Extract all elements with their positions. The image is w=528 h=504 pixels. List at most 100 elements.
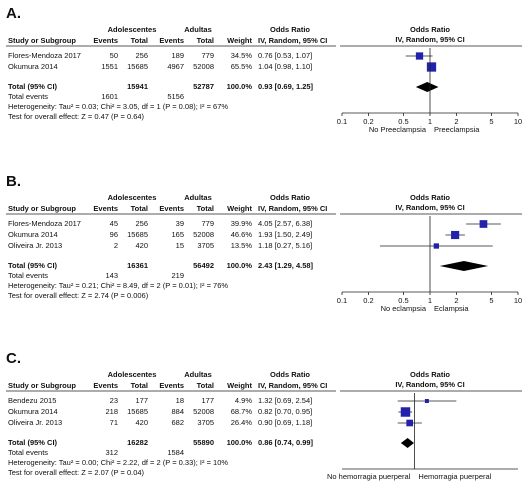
plot-subheader: IV, Random, 95% CI bbox=[395, 203, 464, 212]
x-tick-label: 0.5 bbox=[398, 117, 408, 126]
total-number: 56492 bbox=[193, 261, 214, 270]
study-ci: 0.90 [0.69, 1.18] bbox=[258, 418, 312, 427]
total-ci: 0.93 [0.69, 1.25] bbox=[258, 82, 314, 91]
column-header: IV, Random, 95% CI bbox=[258, 381, 327, 390]
study-number: 1551 bbox=[101, 62, 118, 71]
total-label: Total (95% CI) bbox=[8, 438, 58, 447]
events-number: 219 bbox=[171, 271, 184, 280]
study-weight: 13.5% bbox=[231, 241, 253, 250]
study-name: Flores-Mendoza 2017 bbox=[8, 51, 81, 60]
study-name: Bendezu 2015 bbox=[8, 396, 56, 405]
column-header: IV, Random, 95% CI bbox=[258, 204, 327, 213]
x-tick-label: 0.2 bbox=[363, 296, 373, 305]
events-label: Total events bbox=[8, 448, 48, 457]
study-ci: 4.05 [2.57, 6.38] bbox=[258, 219, 312, 228]
study-ci: 1.18 [0.27, 5.16] bbox=[258, 241, 312, 250]
study-number: 52008 bbox=[193, 230, 214, 239]
effect-square bbox=[400, 407, 411, 417]
heterogeneity: Heterogeneity: Tau² = 0.03; Chi² = 3.05,… bbox=[8, 102, 228, 111]
heterogeneity: Heterogeneity: Tau² = 0.21; Chi² = 8.49,… bbox=[8, 281, 228, 290]
column-header: Weight bbox=[227, 204, 252, 213]
column-header: Total bbox=[197, 36, 214, 45]
direction-label: Eclampsia bbox=[434, 304, 469, 313]
x-tick-label: 2 bbox=[454, 296, 458, 305]
events-number: 5156 bbox=[167, 92, 184, 101]
study-weight: 4.9% bbox=[235, 396, 252, 405]
total-label: Total (95% CI) bbox=[8, 82, 58, 91]
study-weight: 39.9% bbox=[231, 219, 253, 228]
effect-square bbox=[426, 62, 437, 72]
plot-subheader: IV, Random, 95% CI bbox=[395, 35, 464, 44]
column-header: Events bbox=[159, 204, 184, 213]
group-header: Adultas bbox=[184, 25, 212, 34]
study-weight: 26.4% bbox=[231, 418, 253, 427]
group-header: Adolescentes bbox=[108, 370, 157, 379]
column-header: Events bbox=[93, 381, 118, 390]
study-number: 218 bbox=[105, 407, 118, 416]
x-tick-label: 0.1 bbox=[337, 296, 347, 305]
column-header: Total bbox=[197, 204, 214, 213]
study-ci: 1.93 [1.50, 2.49] bbox=[258, 230, 312, 239]
plot-header: Odds Ratio bbox=[410, 370, 450, 379]
study-number: 682 bbox=[171, 418, 184, 427]
pooled-diamond bbox=[400, 438, 414, 448]
study-number: 4967 bbox=[167, 62, 184, 71]
or-header: Odds Ratio bbox=[270, 25, 310, 34]
total-weight: 100.0% bbox=[227, 261, 253, 270]
column-header: Study or Subgroup bbox=[8, 36, 76, 45]
heterogeneity: Heterogeneity: Tau² = 0.00; Chi² = 2.22,… bbox=[8, 458, 228, 467]
study-number: 23 bbox=[110, 396, 118, 405]
study-weight: 68.7% bbox=[231, 407, 253, 416]
study-number: 3705 bbox=[197, 241, 214, 250]
study-number: 256 bbox=[135, 51, 148, 60]
study-number: 52008 bbox=[193, 407, 214, 416]
study-number: 15685 bbox=[127, 230, 148, 239]
pooled-diamond bbox=[439, 261, 489, 271]
study-number: 2 bbox=[114, 241, 118, 250]
x-tick-label: 2 bbox=[454, 117, 458, 126]
x-tick-label: 10 bbox=[514, 117, 522, 126]
group-header: Adolescentes bbox=[108, 193, 157, 202]
x-tick-label: 0.5 bbox=[398, 296, 408, 305]
events-number: 312 bbox=[105, 448, 118, 457]
pooled-diamond bbox=[415, 82, 439, 92]
column-header: Study or Subgroup bbox=[8, 381, 76, 390]
column-header: Total bbox=[197, 381, 214, 390]
x-tick-label: 10 bbox=[514, 296, 522, 305]
study-number: 177 bbox=[135, 396, 148, 405]
study-name: Oliveira Jr. 2013 bbox=[8, 418, 62, 427]
events-number: 1601 bbox=[101, 92, 118, 101]
or-header: Odds Ratio bbox=[270, 193, 310, 202]
study-number: 15685 bbox=[127, 62, 148, 71]
study-number: 96 bbox=[110, 230, 118, 239]
study-number: 71 bbox=[110, 418, 118, 427]
study-number: 779 bbox=[201, 51, 214, 60]
direction-label: No hemorragia puerperal bbox=[327, 472, 411, 481]
panel-label: A. bbox=[6, 5, 21, 22]
column-header: Weight bbox=[227, 381, 252, 390]
study-number: 256 bbox=[135, 219, 148, 228]
study-weight: 34.5% bbox=[231, 51, 253, 60]
overall-effect: Test for overall effect: Z = 0.47 (P = 0… bbox=[8, 112, 145, 121]
study-name: Oliveira Jr. 2013 bbox=[8, 241, 62, 250]
study-ci: 1.32 [0.69, 2.54] bbox=[258, 396, 312, 405]
study-number: 420 bbox=[135, 241, 148, 250]
study-number: 52008 bbox=[193, 62, 214, 71]
column-header: Total bbox=[131, 204, 148, 213]
direction-label: Preeclampsia bbox=[434, 125, 480, 134]
x-tick-label: 1 bbox=[428, 296, 432, 305]
column-header: Study or Subgroup bbox=[8, 204, 76, 213]
total-weight: 100.0% bbox=[227, 438, 253, 447]
column-header: Events bbox=[93, 204, 118, 213]
study-name: Flores-Mendoza 2017 bbox=[8, 219, 81, 228]
column-header: Total bbox=[131, 381, 148, 390]
study-number: 15 bbox=[176, 241, 184, 250]
overall-effect: Test for overall effect: Z = 2.07 (P = 0… bbox=[8, 468, 145, 477]
direction-label: Hemorragia puerperal bbox=[418, 472, 491, 481]
study-number: 420 bbox=[135, 418, 148, 427]
study-weight: 65.5% bbox=[231, 62, 253, 71]
effect-square bbox=[479, 220, 488, 228]
study-number: 15685 bbox=[127, 407, 148, 416]
